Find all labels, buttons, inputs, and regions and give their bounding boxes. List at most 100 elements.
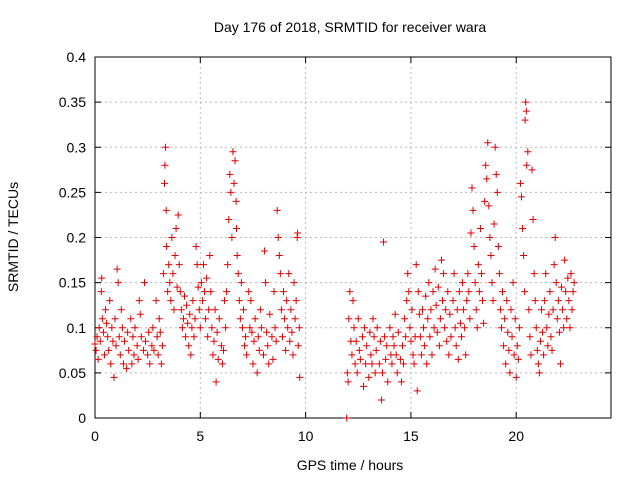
data-point: [192, 243, 200, 251]
data-point: [508, 333, 516, 341]
data-point: [473, 324, 481, 332]
data-point: [191, 315, 199, 323]
data-point: [509, 279, 517, 287]
data-point: [229, 148, 237, 156]
data-point: [275, 252, 283, 260]
y-axis-label: SRMTID / TECUs: [5, 182, 21, 292]
data-point: [140, 279, 148, 287]
data-point: [392, 351, 400, 359]
data-point: [226, 170, 234, 178]
data-point: [497, 324, 505, 332]
data-point: [263, 328, 271, 336]
data-point: [535, 369, 543, 377]
data-point: [561, 256, 569, 264]
data-point: [199, 261, 207, 269]
data-point: [483, 175, 491, 183]
data-point: [414, 288, 422, 296]
y-tick-label: 0.1: [67, 320, 87, 336]
data-point: [516, 179, 524, 187]
data-point: [550, 261, 558, 269]
data-point: [447, 333, 455, 341]
data-point: [348, 351, 356, 359]
data-point: [544, 342, 552, 350]
data-point: [381, 333, 389, 341]
data-point: [248, 328, 256, 336]
data-point: [372, 346, 380, 354]
data-point: [146, 360, 154, 368]
data-point: [547, 333, 555, 341]
x-tick-label: 10: [298, 428, 314, 444]
data-point: [281, 315, 289, 323]
data-point: [346, 288, 354, 296]
data-point: [285, 270, 293, 278]
data-point: [449, 297, 457, 305]
data-point: [104, 333, 112, 341]
data-point: [184, 319, 192, 327]
data-point: [492, 170, 500, 178]
data-point: [569, 288, 577, 296]
y-tick-label: 0.2: [67, 230, 87, 246]
data-point: [530, 270, 538, 278]
data-point: [213, 328, 221, 336]
data-point: [95, 324, 103, 332]
data-point: [268, 333, 276, 341]
data-point: [103, 319, 111, 327]
data-point: [380, 238, 388, 246]
data-point: [179, 315, 187, 323]
data-point: [114, 279, 122, 287]
data-point: [208, 324, 216, 332]
data-point: [187, 351, 195, 359]
y-tick-label: 0: [78, 410, 86, 426]
data-point: [262, 279, 270, 287]
data-point: [130, 351, 138, 359]
data-point: [274, 234, 282, 241]
data-point: [177, 306, 185, 314]
data-point: [451, 324, 459, 332]
data-point: [523, 161, 531, 169]
data-point: [358, 333, 366, 341]
data-point: [402, 333, 410, 341]
data-point: [410, 360, 418, 368]
data-point: [105, 346, 113, 354]
data-point: [501, 315, 509, 323]
data-point: [479, 297, 487, 305]
data-point: [487, 252, 495, 260]
data-point: [388, 360, 396, 368]
data-point: [352, 337, 360, 345]
data-point: [289, 351, 297, 359]
data-point: [533, 346, 541, 354]
data-point: [554, 297, 562, 305]
data-point: [499, 288, 507, 296]
data-point: [360, 382, 368, 390]
data-point: [212, 378, 220, 386]
data-point: [366, 328, 374, 336]
data-point: [102, 306, 110, 314]
data-point: [186, 310, 194, 318]
data-point: [214, 355, 222, 363]
data-point: [412, 261, 420, 269]
data-point: [401, 315, 409, 323]
data-point: [269, 355, 277, 363]
data-point: [570, 279, 578, 287]
data-point: [494, 243, 502, 251]
data-point: [510, 351, 518, 359]
data-point: [241, 342, 249, 350]
data-point: [242, 333, 250, 341]
data-point: [404, 270, 412, 278]
data-point: [386, 324, 394, 332]
data-point: [434, 283, 442, 291]
data-point: [118, 324, 126, 332]
data-point: [197, 279, 205, 287]
data-point: [181, 292, 189, 300]
data-point: [426, 333, 434, 341]
plot-frame: [94, 56, 612, 419]
data-point: [472, 306, 480, 314]
data-point: [540, 351, 548, 359]
data-point: [265, 360, 273, 368]
data-point: [551, 234, 559, 241]
data-point: [223, 288, 231, 296]
data-point: [207, 288, 215, 296]
y-tick-label: 0.05: [59, 365, 86, 381]
data-point: [106, 297, 114, 305]
data-point: [100, 351, 108, 359]
